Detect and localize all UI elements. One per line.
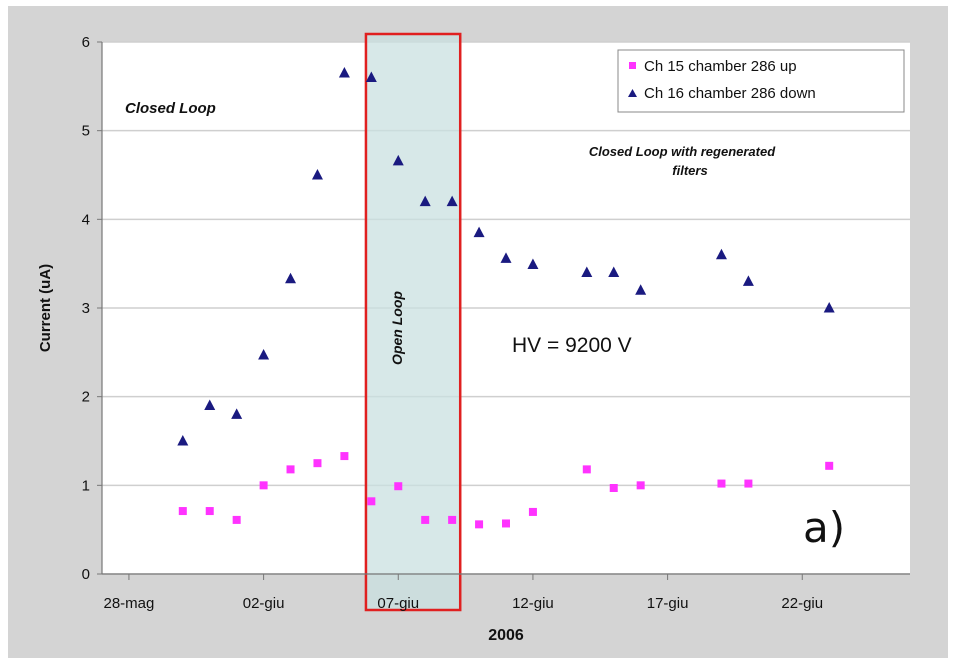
ch15-point	[286, 465, 295, 474]
ch15-point	[528, 507, 537, 516]
ch15-point	[475, 520, 484, 529]
ch15-point	[259, 481, 268, 490]
ch16-point	[365, 71, 377, 82]
ch15-point	[367, 497, 376, 506]
x-tick-label: 07-giu	[377, 595, 419, 612]
legend-box	[617, 49, 905, 113]
panel-label: a)	[803, 503, 845, 552]
x-axis-title: 2006	[488, 627, 524, 644]
ch16-point	[715, 248, 727, 260]
closed-loop-regen-label-line1: Closed Loop with regenerated	[589, 144, 776, 159]
y-tick-label: 2	[82, 389, 90, 406]
ch16-point	[608, 266, 620, 278]
closed-loop-regen-label-line2: filters	[672, 163, 707, 178]
ch16-point	[204, 399, 216, 411]
open-loop-label: Open Loop	[389, 291, 405, 365]
ch15-point	[636, 481, 645, 490]
ch16-point	[311, 169, 323, 180]
ch16-point	[823, 302, 835, 313]
axes: 0 1 2 3 4 5 6 28-mag 02-giu 07-giu 12-giu 17-giu 22-…	[82, 34, 910, 612]
x-tick-label: 12-giu	[512, 595, 554, 612]
legend-label-ch16: Ch 16 chamber 286 down	[644, 85, 816, 102]
open-loop-region	[364, 32, 462, 612]
ch15-point	[313, 459, 322, 468]
ch15-point	[502, 519, 510, 528]
y-axis-title: Current (uA)	[37, 264, 54, 352]
ch16-point	[473, 226, 485, 238]
ch16-point	[258, 348, 270, 360]
ch16-point	[419, 195, 431, 207]
y-tick-label: 1	[82, 477, 90, 494]
legend-marker-ch16	[628, 89, 637, 97]
ch16-point	[500, 252, 512, 263]
ch16-point	[177, 435, 189, 446]
y-tick-label: 3	[82, 300, 90, 317]
data-points	[177, 67, 835, 529]
ch15-point	[394, 482, 403, 491]
ch15-point	[582, 465, 591, 474]
y-tick-label: 4	[82, 211, 90, 228]
legend-label-ch15: Ch 15 chamber 286 up	[644, 58, 797, 75]
ch16-point	[581, 266, 593, 278]
open-loop-band	[364, 32, 462, 612]
ch15-point	[744, 479, 753, 488]
ch15-point	[609, 483, 618, 492]
ch16-point	[392, 154, 404, 166]
y-tick-label: 5	[82, 123, 90, 140]
ch16-point	[446, 195, 458, 207]
y-tick-label: 0	[82, 566, 90, 583]
ch16-point	[527, 258, 539, 270]
ch15-point	[825, 461, 834, 470]
ch16-point	[635, 284, 647, 295]
closed-loop-label: Closed Loop	[125, 100, 216, 117]
ch16-point	[338, 67, 350, 78]
ch16-point	[285, 272, 297, 284]
ch15-point	[421, 515, 430, 524]
ch16-point	[231, 408, 243, 419]
hv-label: HV = 9200 V	[512, 334, 632, 357]
ch15-point	[340, 452, 349, 461]
legend-marker-ch15	[629, 62, 636, 69]
y-tick-label: 6	[82, 34, 90, 51]
x-tick-label: 17-giu	[647, 595, 689, 612]
x-tick-label: 02-giu	[243, 595, 285, 612]
ch15-point	[448, 515, 457, 524]
x-tick-label: 22-giu	[781, 595, 823, 612]
ch15-point	[717, 479, 726, 488]
ch15-point	[178, 507, 187, 516]
x-tick-label: 28-mag	[104, 595, 155, 612]
legend: Ch 15 chamber 286 up Ch 16 chamber 286 d…	[617, 49, 905, 113]
ch15-point	[205, 507, 214, 516]
ch16-point	[742, 275, 754, 286]
ch15-point	[232, 515, 241, 524]
